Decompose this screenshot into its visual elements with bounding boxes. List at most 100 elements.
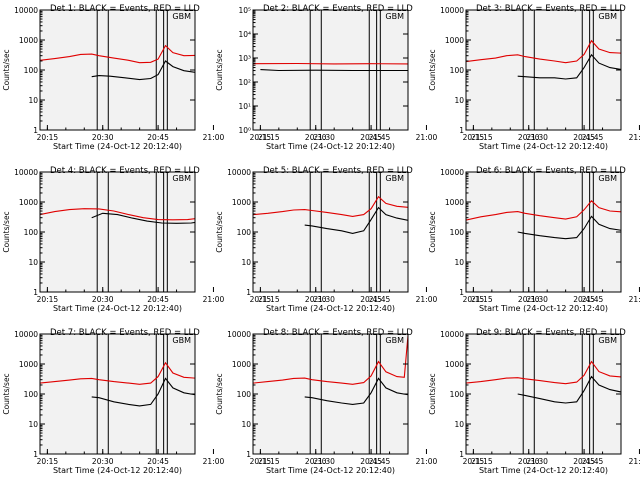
series-lld-line — [253, 334, 408, 385]
plot-data — [466, 10, 621, 130]
panel-title: Det 3: BLACK = Events, RED = LLD — [476, 4, 626, 14]
x-tick-label: 20:45 — [573, 295, 595, 304]
x-tick-label: 20:15 — [37, 295, 59, 304]
series-lld-line — [466, 39, 621, 64]
y-axis-label: Counts/sec — [428, 373, 437, 414]
x-tick-label: 20:30 — [518, 133, 540, 142]
x-tick-label: 20:15 — [37, 133, 59, 142]
plot-area — [253, 334, 408, 454]
plot-area — [40, 172, 195, 292]
x-tick-label: 21:00 — [629, 295, 640, 304]
x-tick-label: 21:45 — [582, 295, 604, 304]
x-tick-label: 20:15 — [463, 457, 485, 466]
y-tick-label: 10000 — [227, 168, 251, 177]
y-tick-label: 100 — [237, 390, 252, 399]
x-tick-label: 21:45 — [582, 457, 604, 466]
y-tick-label: 1000 — [19, 36, 38, 45]
x-tick-label: 21:00 — [416, 133, 438, 142]
panel-title: Det 2: BLACK = Events, RED = LLD — [263, 4, 413, 14]
y-tick-label: 10 — [28, 96, 38, 105]
y-tick-label: 1000 — [232, 360, 251, 369]
y-tick-label: 10 — [241, 258, 251, 267]
x-tick-label: 20:30 — [92, 295, 114, 304]
series-events-line — [304, 206, 408, 234]
y-tick-label: 10⁵ — [238, 6, 251, 15]
series-events-line — [91, 60, 195, 81]
y-axis-label: Counts/sec — [215, 49, 224, 90]
x-tick-label: 21:15 — [471, 295, 493, 304]
y-axis-label: Counts/sec — [2, 373, 11, 414]
plot-area — [466, 10, 621, 130]
x-tick-label: 20:45 — [360, 457, 382, 466]
x-tick-label: 21:45 — [369, 133, 391, 142]
x-tick-label: 20:30 — [305, 133, 327, 142]
x-tick-label: 20:15 — [37, 457, 59, 466]
plot-data — [40, 172, 195, 292]
x-axis-label: Start Time (24-Oct-12 20:12:40) — [479, 466, 608, 475]
x-axis-label: Start Time (24-Oct-12 20:12:40) — [53, 304, 182, 313]
y-tick-label: 10000 — [14, 330, 38, 339]
y-tick-label: 10000 — [227, 330, 251, 339]
plot-area — [466, 334, 621, 454]
y-tick-label: 10⁰ — [238, 126, 251, 135]
y-tick-label: 10 — [454, 96, 464, 105]
series-events-line — [91, 212, 195, 224]
gbm-corner-label: GBM — [172, 336, 191, 345]
plot-data — [466, 172, 621, 292]
x-tick-label: 20:45 — [147, 295, 169, 304]
series-events-line — [304, 377, 408, 405]
series-events-line — [260, 69, 408, 72]
x-tick-label: 20:30 — [92, 457, 114, 466]
series-events-line — [517, 375, 621, 404]
x-tick-label: 21:00 — [629, 457, 640, 466]
y-tick-label: 10¹ — [238, 102, 251, 111]
x-tick-label: 20:30 — [518, 457, 540, 466]
y-tick-label: 1000 — [19, 360, 38, 369]
gbm-corner-label: GBM — [385, 12, 404, 21]
x-tick-label: 21:30 — [313, 457, 335, 466]
gbm-corner-label: GBM — [385, 336, 404, 345]
y-tick-label: 1000 — [445, 198, 464, 207]
y-tick-label: 10000 — [14, 168, 38, 177]
plot-data — [253, 10, 408, 130]
y-tick-label: 1 — [459, 450, 464, 459]
y-tick-label: 100 — [450, 390, 465, 399]
y-tick-label: 10 — [241, 420, 251, 429]
x-tick-label: 21:45 — [369, 457, 391, 466]
y-tick-label: 1 — [33, 450, 38, 459]
y-tick-label: 1000 — [19, 198, 38, 207]
y-axis-label: Counts/sec — [215, 211, 224, 252]
x-tick-label: 20:15 — [250, 133, 272, 142]
y-tick-label: 10 — [28, 420, 38, 429]
series-events-line — [517, 215, 621, 240]
x-tick-label: 21:00 — [203, 457, 225, 466]
panel-title: Det 6: BLACK = Events, RED = LLD — [476, 166, 626, 176]
x-tick-label: 20:45 — [573, 457, 595, 466]
series-lld-line — [253, 62, 408, 65]
y-tick-label: 1 — [459, 288, 464, 297]
y-tick-label: 10000 — [14, 6, 38, 15]
x-tick-label: 21:45 — [582, 133, 604, 142]
plot-data — [466, 334, 621, 454]
x-axis-label: Start Time (24-Oct-12 20:12:40) — [53, 466, 182, 475]
panel-title: Det 5: BLACK = Events, RED = LLD — [263, 166, 413, 176]
plot-data — [40, 334, 195, 454]
x-axis-label: Start Time (24-Oct-12 20:12:40) — [266, 142, 395, 151]
y-tick-label: 1 — [246, 288, 251, 297]
plot-area — [40, 334, 195, 454]
x-tick-label: 21:00 — [203, 133, 225, 142]
x-tick-label: 20:45 — [360, 295, 382, 304]
series-lld-line — [40, 44, 195, 64]
y-tick-label: 1 — [33, 288, 38, 297]
y-tick-label: 10000 — [440, 168, 464, 177]
x-tick-label: 21:30 — [313, 133, 335, 142]
y-axis-label: Counts/sec — [2, 49, 11, 90]
y-tick-label: 1000 — [445, 36, 464, 45]
x-tick-label: 20:15 — [250, 457, 272, 466]
gbm-corner-label: GBM — [598, 174, 617, 183]
